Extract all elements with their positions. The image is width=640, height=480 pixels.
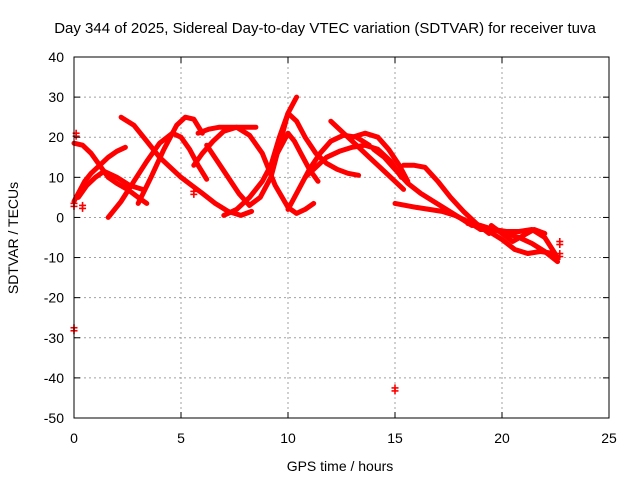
- axes: 40 30 20 10 0 -10 -20 -30 -40 -50 0 5 10 15 20 25: [44, 49, 617, 446]
- y-tick-label: 40: [48, 49, 64, 65]
- data-traces: [70, 94, 564, 395]
- y-tick-label: -40: [44, 370, 64, 386]
- x-tick-label: 25: [601, 430, 617, 446]
- isolated-point: [391, 384, 399, 395]
- series-sat-b: [71, 140, 150, 206]
- series-sat-o: [349, 130, 411, 184]
- plot-frame: [73, 56, 610, 419]
- isolated-point: [556, 250, 564, 261]
- x-tick-label: 20: [494, 430, 510, 446]
- series-sat-f: [135, 114, 205, 206]
- y-tick-label: 0: [56, 209, 64, 225]
- series-sat-q: [392, 200, 484, 232]
- series-sat-k: [268, 110, 362, 178]
- chart-title: Day 344 of 2025, Sidereal Day-to-day VTE…: [54, 20, 596, 37]
- series-sat-d: [105, 130, 210, 220]
- isolated-point: [190, 187, 198, 198]
- y-tick-label: 30: [48, 89, 64, 105]
- series-sat-g: [195, 124, 259, 136]
- y-axis-label: SDTVAR / TECUs: [5, 182, 21, 294]
- series-sat-v: [488, 223, 548, 244]
- grid: [74, 57, 609, 418]
- isolated-point: [556, 238, 564, 249]
- y-tick-label: -20: [44, 290, 64, 306]
- series-sat-r: [401, 162, 492, 236]
- series-sat-i: [204, 94, 300, 208]
- y-tick-label: -10: [44, 250, 64, 266]
- y-tick-label: -50: [44, 410, 64, 426]
- series-sat-j: [221, 130, 321, 218]
- y-tick-label: 20: [48, 129, 64, 145]
- x-tick-label: 15: [387, 430, 403, 446]
- x-tick-label: 0: [70, 430, 78, 446]
- y-tick-label: -30: [44, 330, 64, 346]
- isolated-point: [79, 201, 87, 212]
- x-axis-label: GPS time / hours: [287, 458, 394, 474]
- series-sat-h: [191, 124, 317, 216]
- x-tick-label: 5: [177, 430, 185, 446]
- y-tick-label: 10: [48, 169, 64, 185]
- x-tick-label: 10: [280, 430, 296, 446]
- series-sat-n: [328, 118, 407, 192]
